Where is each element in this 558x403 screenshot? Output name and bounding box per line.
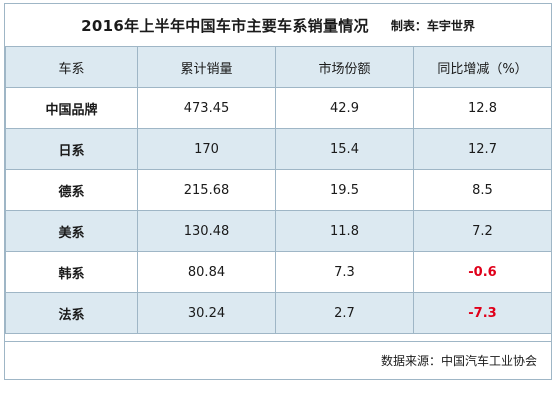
row-name: 中国品牌	[5, 87, 138, 129]
row-sales: 30.24	[137, 292, 276, 334]
row-share: 2.7	[275, 292, 414, 334]
row-yoy: 12.7	[413, 128, 552, 170]
row-yoy: 7.2	[413, 210, 552, 252]
sales-table-panel: 2016年上半年中国车市主要车系销量情况 制表：车宇世界 车系 累计销量 市场份…	[4, 3, 552, 380]
row-share: 7.3	[275, 251, 414, 293]
table-row: 日系 170 15.4 12.7	[5, 128, 552, 170]
row-name: 德系	[5, 169, 138, 211]
row-name: 美系	[5, 210, 138, 252]
data-source-note: 数据来源：中国汽车工业协会	[5, 341, 551, 379]
row-name: 日系	[5, 128, 138, 170]
title-bar: 2016年上半年中国车市主要车系销量情况 制表：车宇世界	[5, 4, 551, 47]
row-yoy: 8.5	[413, 169, 552, 211]
row-sales: 80.84	[137, 251, 276, 293]
row-share: 15.4	[275, 128, 414, 170]
table-row: 美系 130.48 11.8 7.2	[5, 210, 552, 252]
table-source: 制表：车宇世界	[390, 18, 475, 33]
table-row: 中国品牌 473.45 42.9 12.8	[5, 87, 552, 129]
row-sales: 473.45	[137, 87, 276, 129]
sales-table: 车系 累计销量 市场份额 同比增减（%） 中国品牌 473.45 42.9 12…	[5, 46, 552, 334]
header-row: 车系 累计销量 市场份额 同比增减（%）	[5, 46, 552, 88]
row-yoy: 12.8	[413, 87, 552, 129]
table-row: 韩系 80.84 7.3 -0.6	[5, 251, 552, 293]
table-row: 法系 30.24 2.7 -7.3	[5, 292, 552, 334]
column-header-sales: 累计销量	[137, 46, 276, 88]
column-header-share: 市场份额	[275, 46, 414, 88]
row-sales: 215.68	[137, 169, 276, 211]
table-title: 2016年上半年中国车市主要车系销量情况	[81, 16, 369, 35]
row-yoy-negative: -7.3	[413, 292, 552, 334]
row-sales: 170	[137, 128, 276, 170]
row-share: 42.9	[275, 87, 414, 129]
row-share: 19.5	[275, 169, 414, 211]
row-name: 韩系	[5, 251, 138, 293]
row-yoy-negative: -0.6	[413, 251, 552, 293]
row-sales: 130.48	[137, 210, 276, 252]
row-name: 法系	[5, 292, 138, 334]
row-share: 11.8	[275, 210, 414, 252]
column-header-yoy: 同比增减（%）	[413, 46, 552, 88]
table-row: 德系 215.68 19.5 8.5	[5, 169, 552, 211]
column-header-series: 车系	[5, 46, 138, 88]
